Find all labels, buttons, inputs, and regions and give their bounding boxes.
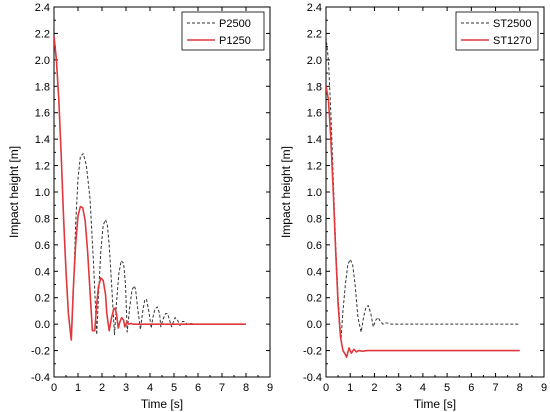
y-tick-label: 1.0 [35,187,50,199]
x-tick-label: 3 [123,382,129,394]
y-tick-label: 0.2 [35,293,50,305]
x-axis-label: Time [s] [414,397,456,411]
x-tick-label: 7 [492,382,498,394]
series-line-st1270 [326,86,520,358]
legend-label: ST1270 [493,35,532,47]
y-tick-label: 2.4 [35,2,50,14]
series-line-p2500 [54,36,246,341]
y-tick-label: 1.8 [307,81,322,93]
x-tick-label: 8 [243,382,249,394]
legend-label: P1250 [219,35,251,47]
x-axis-label: Time [s] [141,397,183,411]
y-tick-label: 1.0 [307,187,322,199]
y-tick-label: -0.2 [31,346,50,358]
y-tick-label: 0.8 [307,213,322,225]
x-tick-label: 6 [195,382,201,394]
y-tick-label: 2.0 [35,55,50,67]
series-line-st2500 [326,37,520,341]
y-tick-label: 0.6 [35,240,50,252]
y-tick-label: -0.2 [303,346,322,358]
y-tick-label: 0.4 [307,266,322,278]
x-tick-label: 0 [323,382,329,394]
y-tick-label: 0.2 [307,293,322,305]
legend-label: ST2500 [493,18,532,30]
legend-box [455,11,539,51]
chart-left: 0 1 2 3 4 5 6 7 8 9 -0.4 -0.2 0.0 0.2 0.4 0.6 0.8 1.0 1.2 1… [7,2,273,411]
legend-box [181,11,265,51]
y-tick-label: 2.2 [35,28,50,40]
y-tick-label: 0.8 [35,213,50,225]
legend: ST2500 ST1270 [455,11,539,51]
x-tick-label: 3 [396,382,402,394]
y-tick-label: 2.2 [307,28,322,40]
y-tick-label: 1.6 [35,108,50,120]
y-tick-label: 1.4 [307,134,322,146]
y-tick-label: -0.4 [303,372,322,384]
x-tick-label: 6 [468,382,474,394]
y-tick-label: 0.4 [35,266,50,278]
y-tick-label: 1.4 [35,134,50,146]
x-tick-label: 9 [267,382,273,394]
y-tick-label: 0.6 [307,240,322,252]
y-tick-label: 0.0 [35,319,50,331]
y-tick-label: 0.0 [307,319,322,331]
x-tick-label: 5 [444,382,450,394]
y-tick-label: 1.6 [307,108,322,120]
y-tick-label: 1.2 [35,161,50,173]
x-tick-label: 1 [347,382,353,394]
y-tick-label: -0.4 [31,372,50,384]
x-tick-label: 8 [517,382,523,394]
x-tick-label: 1 [75,382,81,394]
series-group [54,35,246,341]
legend: P2500 P1250 [181,11,265,51]
x-tick-label: 7 [219,382,225,394]
series-line-p1250 [54,35,246,341]
y-tick-label: 1.2 [307,161,322,173]
x-tick-label: 9 [541,382,547,394]
y-axis-label: Impact height [m] [7,146,21,238]
series-group [326,37,520,358]
x-tick-label: 0 [51,382,57,394]
y-tick-label: 2.0 [307,55,322,67]
y-tick-label: 1.8 [35,81,50,93]
legend-label: P2500 [219,18,251,30]
chart-right: 0 1 2 3 4 5 6 7 8 9 -0.4 -0.2 0.0 0.2 0.4 0.6 0.8 1.0 1.2 1… [279,2,547,411]
x-tick-label: 2 [99,382,105,394]
x-tick-label: 4 [420,382,426,394]
x-tick-label: 2 [371,382,377,394]
y-axis-label: Impact height [m] [279,146,293,238]
x-tick-label: 5 [171,382,177,394]
y-tick-label: 2.4 [307,2,322,14]
x-tick-label: 4 [147,382,153,394]
